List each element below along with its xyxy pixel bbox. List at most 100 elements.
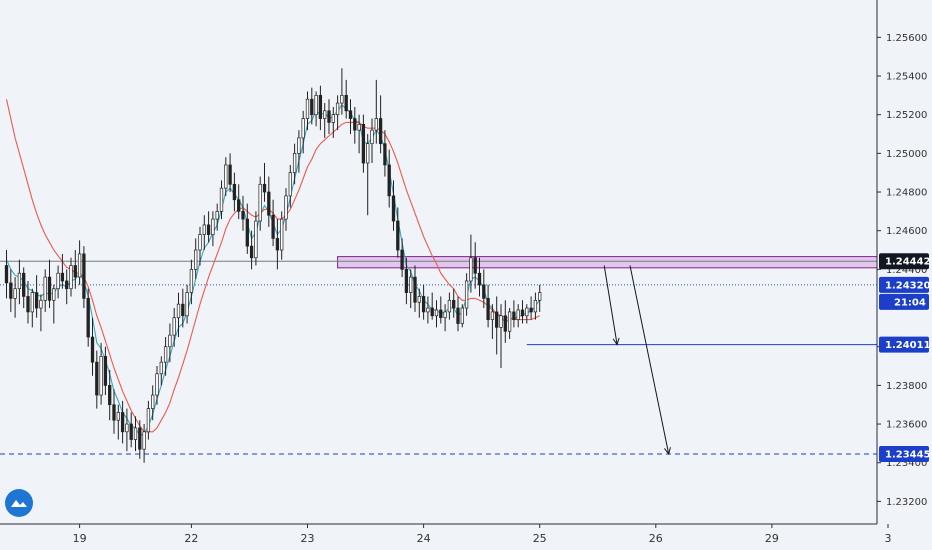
candle-body <box>9 282 13 299</box>
candle <box>60 253 65 289</box>
candle-body <box>421 296 426 313</box>
candle <box>533 292 538 320</box>
candle-body <box>310 98 314 116</box>
candle <box>301 110 305 154</box>
candle-body <box>228 164 232 185</box>
price-badge-label: 1.24011 <box>885 340 931 351</box>
candle-body <box>409 276 413 293</box>
candle-body <box>198 234 202 251</box>
time-axis[interactable]: 19 22 23 24 25 26 29 3 <box>0 523 932 550</box>
y-tick-label: 1.23600 <box>886 420 927 431</box>
candle-body <box>378 118 383 145</box>
candle <box>13 277 17 318</box>
candle <box>30 288 34 328</box>
candle-body <box>520 309 525 317</box>
horizontal-lines-layer <box>0 260 877 455</box>
candle <box>495 296 499 355</box>
candle-body <box>60 272 65 282</box>
candle-body <box>237 199 241 212</box>
candle <box>232 172 237 212</box>
candle-body <box>292 153 297 174</box>
candle <box>155 366 159 405</box>
candle <box>185 284 189 324</box>
candle <box>327 99 331 135</box>
candle-body <box>482 284 486 299</box>
candle <box>447 292 452 320</box>
candle <box>529 296 533 320</box>
candle <box>82 246 86 309</box>
candle <box>452 288 456 318</box>
candle <box>340 68 344 115</box>
candle-body <box>366 143 370 164</box>
candle-body <box>69 265 73 290</box>
candle <box>464 273 469 316</box>
candle-body <box>434 309 439 317</box>
candle <box>335 95 340 131</box>
candle-body <box>56 272 60 290</box>
candle <box>172 308 176 347</box>
candle-body <box>499 315 503 328</box>
y-tick-label: 1.24600 <box>886 226 927 237</box>
candle-body <box>194 249 198 270</box>
candle <box>417 288 421 318</box>
candle-body <box>370 129 374 145</box>
candle <box>163 337 168 376</box>
candle <box>39 294 43 332</box>
candle-body <box>168 334 172 348</box>
x-tick-label: 25 <box>533 532 547 545</box>
candle-body <box>271 214 275 239</box>
candle-body <box>241 211 245 220</box>
candle <box>138 420 142 459</box>
tradingview-logo[interactable] <box>5 489 33 517</box>
candle-body <box>254 220 258 259</box>
candle <box>267 176 271 227</box>
x-tick-label: 19 <box>73 532 87 545</box>
logo-circle <box>5 489 33 517</box>
candle <box>413 265 417 312</box>
projection-arrows-layer <box>603 265 671 456</box>
candle-body <box>486 298 490 320</box>
candle <box>374 79 378 144</box>
candle <box>245 203 249 254</box>
price-badge-label: 1.24442 <box>885 257 931 268</box>
candle-body <box>426 307 430 313</box>
candle <box>421 284 426 320</box>
candle <box>288 164 292 208</box>
candle <box>215 203 219 231</box>
x-tick-label: 23 <box>301 532 315 545</box>
candle <box>237 184 241 220</box>
candle-body <box>189 269 194 293</box>
price-badges: 1.24442 1.24320 21:04 1.24011 1.23445 <box>879 253 931 463</box>
y-tick-label: 1.25600 <box>886 33 927 44</box>
candle-body <box>327 110 331 123</box>
price-badge-1: 1.24320 <box>879 276 931 293</box>
candle <box>391 180 396 231</box>
candle <box>189 259 194 305</box>
candle-body <box>275 238 280 251</box>
candle-body <box>65 280 69 290</box>
candle-body <box>280 218 284 251</box>
time-axis-background <box>0 524 932 550</box>
candle-body <box>344 94 348 112</box>
candle <box>538 284 542 312</box>
candle <box>258 176 262 231</box>
candle <box>516 304 520 328</box>
candle <box>47 259 52 309</box>
candle <box>86 288 90 347</box>
candle <box>318 85 323 131</box>
x-tick-label: 26 <box>649 532 663 545</box>
price-badge-2: 1.24011 <box>879 336 931 353</box>
candle <box>400 238 404 278</box>
candle <box>254 211 258 266</box>
candle <box>34 275 39 318</box>
candle-body <box>22 272 26 297</box>
projection-arrow-0 <box>603 265 620 346</box>
candle-body <box>288 172 292 197</box>
candle-body <box>323 110 327 119</box>
arrow-shaft <box>603 265 618 345</box>
candle-body <box>335 102 340 116</box>
price-axis[interactable]: 1.25600 1.25400 1.25200 1.25000 1.24800 1.246… <box>876 0 932 524</box>
candle <box>443 304 447 332</box>
candle-body <box>39 299 43 309</box>
